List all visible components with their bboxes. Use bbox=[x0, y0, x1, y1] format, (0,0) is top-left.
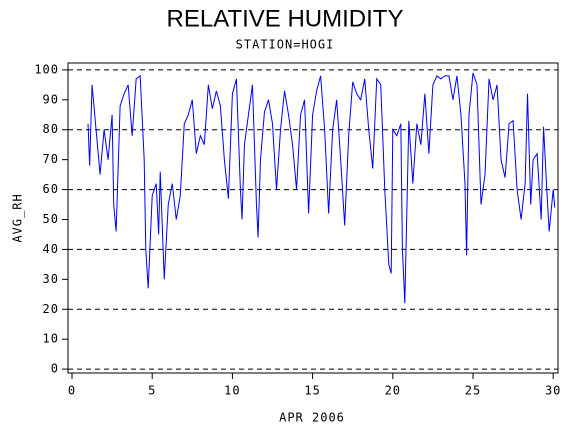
x-tick-label: 30 bbox=[545, 384, 561, 398]
y-tick-label: 60 bbox=[43, 182, 59, 196]
x-tick-label: 20 bbox=[385, 384, 401, 398]
chart-title: RELATIVE HUMIDITY bbox=[167, 5, 404, 32]
x-tick-label: 5 bbox=[148, 384, 156, 398]
y-tick-label: 40 bbox=[43, 242, 59, 256]
y-tick-label: 80 bbox=[43, 122, 59, 136]
y-tick-label: 100 bbox=[34, 62, 59, 76]
y-tick-label: 0 bbox=[51, 362, 59, 376]
x-tick-label: 25 bbox=[465, 384, 481, 398]
plot-frame bbox=[67, 62, 559, 374]
chart-subtitle: STATION=HOGI bbox=[236, 38, 335, 52]
y-tick-label: 30 bbox=[43, 272, 59, 286]
y-axis-label: AVG_RH bbox=[11, 193, 25, 242]
x-tick-label: 10 bbox=[224, 384, 240, 398]
x-tick-label: 0 bbox=[68, 384, 76, 398]
data-line bbox=[87, 72, 556, 304]
x-axis-label: APR 2006 bbox=[279, 411, 345, 425]
x-tick-label: 15 bbox=[304, 384, 320, 398]
y-tick-label: 90 bbox=[43, 92, 59, 106]
y-tick-label: 70 bbox=[43, 152, 59, 166]
y-tick-label: 50 bbox=[43, 212, 59, 226]
y-tick-label: 10 bbox=[43, 332, 59, 346]
y-tick-label: 20 bbox=[43, 302, 59, 316]
